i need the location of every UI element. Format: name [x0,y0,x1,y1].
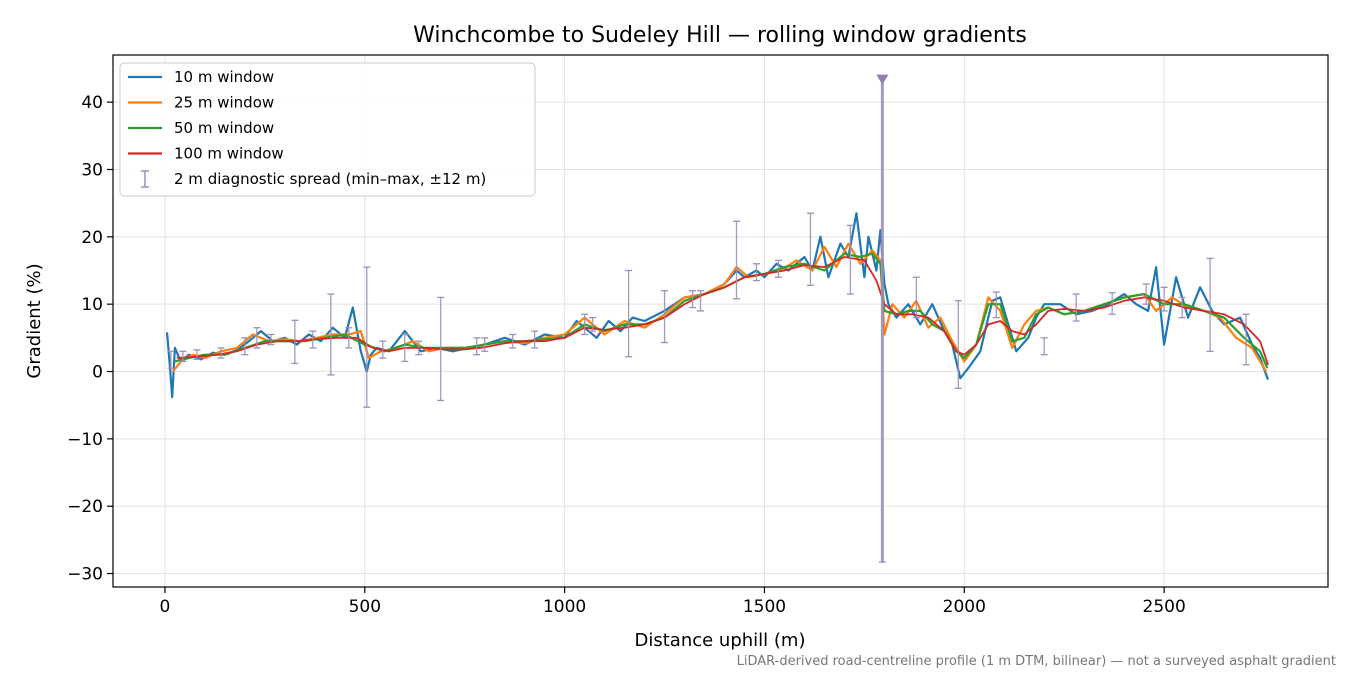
error-bar [1242,313,1250,366]
error-bar [954,300,962,389]
legend-entry: 10 m window [128,68,274,86]
x-axis: 0 500 1000 1500 2000 2500 [160,587,1186,617]
grid [113,55,1328,587]
error-bar [1142,283,1150,305]
error-bar [363,266,371,408]
error-bar [876,74,889,563]
y-axis-title: Gradient (%) [24,263,45,378]
error-bar [217,347,225,359]
error-bar [253,327,261,349]
x-tick-label: 2500 [1143,597,1186,617]
error-bar [267,333,275,346]
error-bar [167,350,175,369]
error-bar [1160,286,1168,312]
x-tick-label: 1000 [543,597,586,617]
error-bar [509,333,517,349]
error-bar [1108,292,1116,315]
legend-box [119,62,536,197]
error-bar [697,290,705,312]
y-tick-label: −10 [67,430,103,450]
error-bar [179,350,187,363]
error-bar [1206,257,1214,352]
y-tick-label: 40 [81,93,103,113]
y-tick-label: 10 [81,295,103,315]
error-bar [625,269,633,358]
error-bar [1178,296,1186,319]
error-bar [661,290,669,344]
error-bar [345,327,353,349]
error-bar [992,291,1000,319]
error-bar [473,337,481,356]
error-bar [912,276,920,319]
error-bar [806,212,814,286]
x-axis-title: Distance uphill (m) [635,630,806,651]
chart-title: Winchcombe to Sudeley Hill — rolling win… [413,23,1027,48]
error-bar [689,290,697,309]
legend: 10 m window 25 m window 50 m window 100 m w… [119,62,536,197]
error-bar [379,340,387,359]
y-tick-label: −30 [67,565,103,585]
error-bar [732,220,740,300]
clip-marker [876,74,889,85]
error-bar [415,340,423,356]
x-tick-label: 1500 [743,597,786,617]
error-bar [1072,293,1080,322]
error-bar [309,330,317,349]
error-bar [291,319,299,365]
series-line-100-m-window [176,256,1269,366]
y-tick-label: −20 [67,497,103,517]
error-bar [437,296,445,402]
y-tick-label: 20 [81,228,103,248]
error-bar [481,337,489,352]
error-bar [774,259,782,278]
error-bar [1040,337,1048,356]
y-axis: −30 −20 −10 0 10 20 30 40 [67,93,113,585]
x-tick-label: 2000 [943,597,986,617]
legend-entry: 100 m window [128,145,284,163]
error-bar [581,313,589,336]
legend-label: 100 m window [174,145,284,163]
error-bar [401,333,409,363]
x-tick-label: 0 [160,597,171,617]
series-layer [165,212,1270,399]
error-bar [531,330,539,349]
footnote: LiDAR-derived road-centreline profile (1… [737,654,1336,669]
error-bar [846,224,854,295]
legend-entry: 50 m window [128,119,274,137]
x-tick-label: 500 [349,597,381,617]
error-bar [752,263,760,282]
legend-entry: 25 m window [128,94,274,112]
legend-label: 2 m diagnostic spread (min–max, ±12 m) [174,170,486,188]
error-bar [241,337,249,356]
y-tick-label: 0 [92,363,103,383]
plot-frame [112,54,1329,588]
legend-entry: 2 m diagnostic spread (min–max, ±12 m) [141,170,486,188]
legend-label: 50 m window [174,119,274,137]
error-bars [167,74,1250,563]
y-tick-label: 30 [81,160,103,180]
legend-label: 25 m window [174,94,274,112]
error-bar [193,349,201,361]
error-bar [589,316,597,332]
error-bar [327,293,335,376]
legend-label: 10 m window [174,68,274,86]
